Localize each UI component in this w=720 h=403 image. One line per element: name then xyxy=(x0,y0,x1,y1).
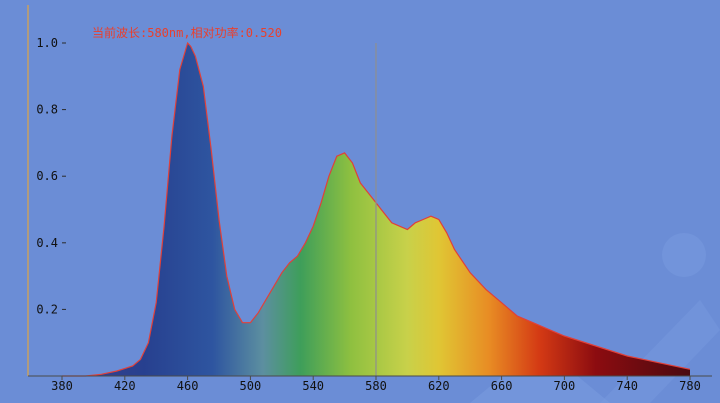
y-tick-label: 1.0 xyxy=(36,36,58,50)
x-tick-label: 420 xyxy=(114,379,136,393)
y-tick-label: 0.8 xyxy=(36,103,58,117)
y-tick-label: 0.4 xyxy=(36,236,58,250)
x-tick-label: 780 xyxy=(679,379,701,393)
watermark-dot xyxy=(662,233,706,277)
x-tick-label: 580 xyxy=(365,379,387,393)
x-tick-label: 460 xyxy=(177,379,199,393)
y-tick-label: 0.2 xyxy=(36,302,58,316)
x-tick-label: 540 xyxy=(302,379,324,393)
x-axis-ticks: 380 420 460 500 540 580 620 660 700 740 780 xyxy=(51,376,701,393)
x-tick-label: 620 xyxy=(428,379,450,393)
x-tick-label: 500 xyxy=(240,379,262,393)
cursor-readout: 当前波长:580nm,相对功率:0.520 xyxy=(92,25,282,40)
x-tick-label: 740 xyxy=(616,379,638,393)
y-axis-ticks: 0.2 0.4 0.6 0.8 1.0 xyxy=(36,36,66,316)
x-tick-label: 660 xyxy=(491,379,513,393)
x-tick-label: 700 xyxy=(554,379,576,393)
x-tick-label: 380 xyxy=(51,379,73,393)
watermark-shape xyxy=(600,300,720,403)
y-tick-label: 0.6 xyxy=(36,169,58,183)
spectrum-curve-line xyxy=(62,41,691,377)
